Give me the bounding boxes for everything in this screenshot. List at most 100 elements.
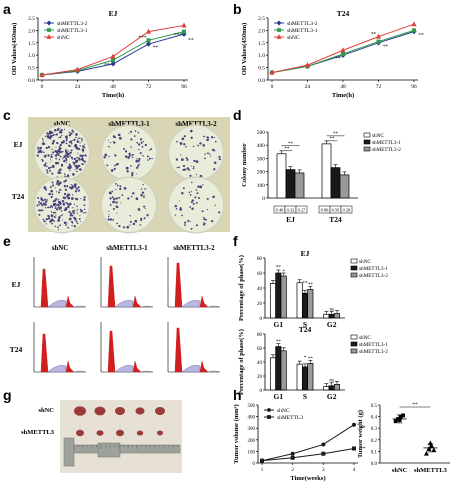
- colony: [112, 218, 114, 221]
- colony: [57, 198, 60, 201]
- colony: [66, 185, 69, 188]
- legend-label: shNC: [359, 259, 371, 265]
- colony: [108, 155, 110, 158]
- colony: [140, 141, 143, 144]
- colony: [83, 198, 86, 201]
- significance-mark: **: [360, 446, 366, 452]
- legend-label: shMETTL3-2: [372, 147, 401, 153]
- panel-g-tumor-photo: shNC shMETTL3: [21, 400, 182, 473]
- colony: [129, 215, 131, 217]
- legend-marker: [267, 408, 271, 412]
- colony: [70, 156, 73, 159]
- colony: [55, 214, 57, 216]
- series-line: [261, 448, 355, 462]
- x-tick-label: 24: [75, 84, 81, 90]
- colony: [59, 143, 62, 147]
- colony: [79, 214, 81, 216]
- significance-mark: **: [383, 44, 389, 50]
- colony: [69, 151, 72, 154]
- tumor: [116, 429, 124, 437]
- category-label: shMETTL3: [414, 467, 448, 474]
- y-tick-label: 40: [257, 287, 263, 292]
- data-point: [181, 29, 186, 34]
- colony: [59, 171, 62, 174]
- y-axis-label: OD Values(450nm): [11, 23, 18, 76]
- colony: [132, 222, 135, 226]
- colony: [72, 131, 75, 133]
- g1-peak: [107, 265, 116, 308]
- colony: [210, 219, 214, 223]
- colony: [83, 204, 86, 207]
- colony: [143, 188, 146, 190]
- x-tick-label: 48: [340, 84, 346, 90]
- significance-mark: **: [303, 281, 309, 286]
- colony: [192, 145, 195, 148]
- data-point: [393, 419, 398, 424]
- column-label: shMETTL3-2: [175, 120, 217, 128]
- colony: [143, 196, 145, 199]
- colony: [60, 210, 63, 212]
- colony: [64, 179, 68, 182]
- colony: [69, 186, 72, 189]
- x-tick-label: 96: [411, 84, 417, 90]
- colony: [199, 185, 203, 189]
- colony: [51, 184, 55, 187]
- colony: [74, 183, 77, 186]
- legend-label: shNC: [372, 133, 384, 139]
- colony: [197, 144, 199, 147]
- y-tick-label: 2.5: [28, 16, 35, 22]
- colony: [56, 181, 59, 185]
- significance-mark: ***: [174, 33, 183, 39]
- legend-label: shMETTL3-1: [287, 28, 318, 34]
- tumor: [76, 429, 84, 437]
- colony: [128, 154, 131, 157]
- colony: [183, 135, 186, 138]
- colony: [52, 151, 55, 154]
- colony: [75, 198, 79, 201]
- colony: [65, 136, 68, 139]
- colony: [58, 136, 60, 139]
- colony: [69, 212, 72, 215]
- colony: [73, 203, 76, 205]
- row-label: shNC: [38, 407, 54, 414]
- colony: [135, 197, 139, 201]
- colony: [44, 162, 47, 165]
- y-axis-label: Tumor weight (g): [357, 410, 364, 458]
- colony: [79, 208, 82, 211]
- colony: [51, 215, 53, 217]
- colony: [38, 201, 40, 203]
- data-point: [269, 69, 275, 75]
- colony: [139, 152, 142, 155]
- colony: [72, 207, 74, 209]
- colony: [72, 210, 75, 213]
- colony: [209, 153, 211, 155]
- s-phase-area: [114, 300, 134, 308]
- colony: [42, 143, 44, 145]
- colony: [78, 137, 80, 140]
- g1-peak: [40, 268, 49, 308]
- colony: [76, 212, 78, 214]
- colony: [38, 204, 40, 206]
- colony: [76, 140, 80, 143]
- colony: [76, 170, 78, 173]
- colony: [75, 220, 78, 223]
- significance-mark: **: [360, 425, 366, 431]
- colony: [109, 197, 112, 200]
- y-tick-label: 1.0: [28, 53, 35, 59]
- colony: [57, 183, 60, 186]
- legend-swatch: [350, 272, 358, 278]
- significance-mark: ns: [329, 308, 334, 313]
- colony: [128, 132, 130, 134]
- column-label: shMETTL3-2: [173, 244, 215, 252]
- g2-peak: [132, 295, 142, 308]
- colony: [67, 205, 70, 209]
- ratio-label: 0.27: [298, 208, 306, 213]
- hist-tail: [140, 370, 154, 373]
- colony: [75, 187, 77, 189]
- colony: [66, 202, 69, 205]
- colony: [217, 156, 219, 158]
- colony: [189, 174, 192, 177]
- colony: [107, 218, 110, 221]
- colony: [78, 217, 81, 220]
- colony: [180, 154, 182, 156]
